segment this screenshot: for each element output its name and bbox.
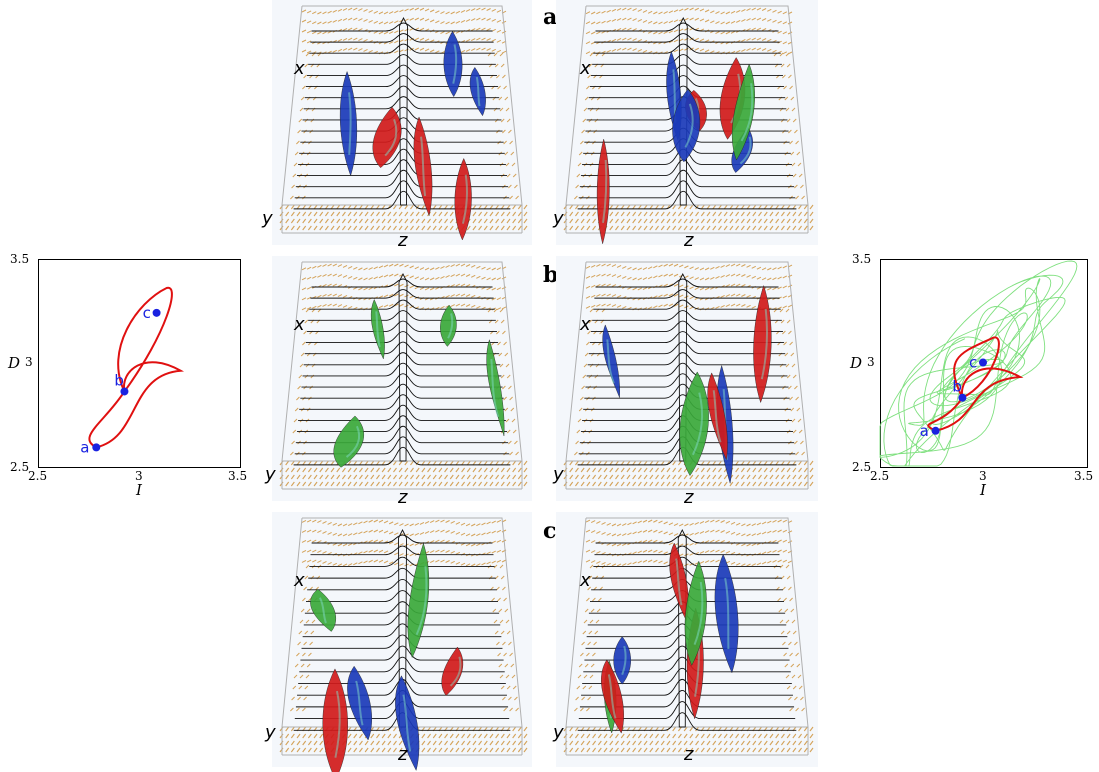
flow-panel-b-right bbox=[556, 256, 818, 501]
flow-panel-b-left bbox=[272, 256, 532, 501]
orbit-point-a bbox=[92, 443, 101, 452]
vortex-green bbox=[333, 415, 364, 468]
left-phase-plot: a b c 3.5 3 2.5 2.5 3 3.5 D I bbox=[0, 250, 262, 510]
vortex-blue bbox=[443, 31, 463, 98]
vis-axis-label-x: x bbox=[580, 58, 591, 79]
vis-axis-label-x: x bbox=[294, 570, 305, 591]
vis-axis-label-y: y bbox=[265, 722, 276, 743]
orbit-point-label-c: c bbox=[969, 354, 977, 372]
flow-render-c-left bbox=[272, 512, 532, 772]
row-label-b: b bbox=[543, 262, 559, 288]
chaotic-trajectory bbox=[879, 260, 1078, 467]
domain-box bbox=[565, 261, 809, 490]
periodic-orbit bbox=[88, 286, 185, 449]
vortex-structures bbox=[310, 542, 464, 772]
orbit-point-b bbox=[120, 387, 129, 396]
left-plot-curve: a b c bbox=[80, 286, 185, 456]
flow-render-a-left bbox=[272, 0, 532, 245]
right-ytick-top: 3.5 bbox=[852, 252, 872, 266]
flow-render-b-left bbox=[272, 256, 532, 501]
vortex-green bbox=[407, 542, 430, 659]
left-ytick-top: 3.5 bbox=[10, 252, 30, 266]
vortex-green bbox=[731, 63, 755, 161]
vis-axis-label-z: z bbox=[398, 487, 408, 508]
vortex-red bbox=[454, 157, 472, 241]
vortex-blue bbox=[339, 70, 358, 177]
flow-render-a-right bbox=[556, 0, 818, 245]
vis-axis-label-y: y bbox=[553, 208, 564, 229]
vortex-red bbox=[707, 372, 728, 461]
right-ylabel: D bbox=[850, 354, 863, 372]
vis-axis-label-y: y bbox=[553, 722, 564, 743]
flow-panel-c-left bbox=[272, 512, 532, 772]
vortex-blue bbox=[613, 636, 631, 685]
right-xtick-right: 3.5 bbox=[1074, 469, 1094, 483]
left-xtick-left: 2.5 bbox=[28, 469, 48, 483]
domain-box bbox=[281, 5, 523, 234]
orbit-point-b bbox=[958, 393, 967, 402]
vortex-structures bbox=[601, 542, 739, 734]
vis-axis-label-z: z bbox=[398, 230, 408, 251]
orbit-point-label-a: a bbox=[920, 422, 929, 440]
flow-panel-a-right bbox=[556, 0, 818, 245]
vis-axis-label-x: x bbox=[294, 314, 305, 335]
row-label-a: a bbox=[543, 4, 558, 30]
vortex-red bbox=[441, 646, 464, 696]
orbit-point-label-a: a bbox=[80, 438, 89, 456]
vis-axis-label-y: y bbox=[265, 464, 276, 485]
vortex-structures bbox=[333, 299, 505, 468]
trajectory-line bbox=[879, 260, 1078, 467]
row-label-c: c bbox=[543, 518, 557, 544]
vis-axis-label-x: x bbox=[580, 314, 591, 335]
right-plot-curve: a bc bbox=[879, 260, 1078, 467]
flow-panel-c-right bbox=[556, 512, 818, 767]
orbit-point-label-b: b bbox=[114, 371, 124, 389]
vis-axis-label-x: x bbox=[580, 570, 591, 591]
vortex-structures bbox=[596, 51, 755, 245]
right-xtick-mid: 3 bbox=[979, 469, 987, 483]
vis-axis-label-z: z bbox=[684, 744, 694, 765]
vis-axis-label-x: x bbox=[294, 58, 305, 79]
vis-axis-label-y: y bbox=[262, 208, 273, 229]
right-ytick-mid: 3 bbox=[867, 355, 875, 369]
flow-panel-a-left bbox=[272, 0, 532, 245]
orbit-point-label-c: c bbox=[143, 304, 151, 322]
domain-box bbox=[565, 5, 809, 234]
velocity-arrows bbox=[563, 7, 814, 231]
vis-axis-label-z: z bbox=[684, 487, 694, 508]
flow-render-b-right bbox=[556, 256, 818, 501]
vortex-structures bbox=[339, 31, 486, 241]
left-ytick-bottom: 2.5 bbox=[10, 460, 30, 474]
domain-box bbox=[281, 261, 523, 490]
vortex-red bbox=[322, 668, 348, 772]
vortex-structures bbox=[602, 284, 772, 484]
panel-background bbox=[272, 0, 532, 245]
right-ytick-bottom: 2.5 bbox=[852, 460, 872, 474]
orbit-point-c bbox=[152, 308, 161, 317]
left-xtick-mid: 3 bbox=[135, 469, 143, 483]
vortex-blue bbox=[672, 89, 701, 163]
vis-axis-label-y: y bbox=[553, 464, 564, 485]
left-xtick-right: 3.5 bbox=[228, 469, 248, 483]
velocity-arrows bbox=[563, 263, 814, 487]
vortex-blue bbox=[714, 553, 739, 674]
left-ylabel: D bbox=[8, 354, 21, 372]
domain-box bbox=[565, 517, 809, 756]
flow-render-c-right bbox=[556, 512, 818, 767]
right-xlabel: I bbox=[980, 481, 986, 499]
vis-axis-label-z: z bbox=[398, 744, 408, 765]
vis-axis-label-z: z bbox=[684, 230, 694, 251]
domain-box bbox=[281, 517, 523, 756]
left-plot-frame bbox=[38, 259, 241, 468]
orbit-point-a bbox=[931, 426, 940, 435]
left-xlabel: I bbox=[136, 481, 142, 499]
orbit-point-label-b: b bbox=[952, 378, 962, 396]
right-xtick-left: 2.5 bbox=[870, 469, 890, 483]
streamlines bbox=[293, 272, 511, 466]
left-ytick-mid: 3 bbox=[25, 355, 33, 369]
orbit-point-c bbox=[979, 358, 987, 367]
